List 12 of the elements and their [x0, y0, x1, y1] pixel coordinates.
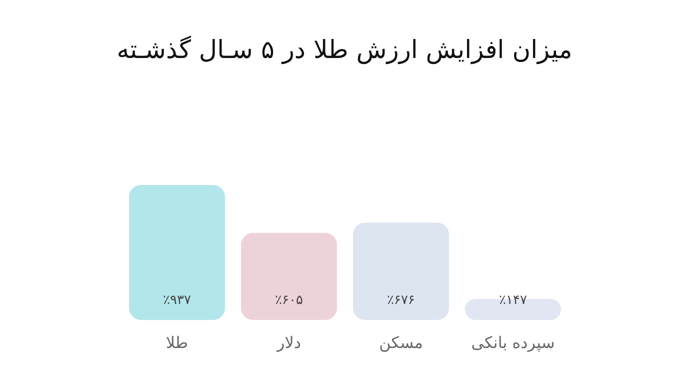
chart-title: میزان افزایش ارزش طلا در ۵ سـال گذشـته [116, 35, 572, 65]
x-tick-label: سپرده بانکی [471, 333, 555, 352]
data-label: ٪۹۳۷ [163, 293, 191, 308]
data-label: ٪۶۷۶ [387, 293, 415, 308]
x-tick-label: طلا [166, 333, 188, 352]
bar [353, 222, 449, 320]
data-label: ٪۶۰۵ [275, 293, 303, 308]
data-label: ٪۱۴۷ [499, 293, 527, 308]
x-tick-label: دلار [276, 333, 301, 352]
bar [129, 185, 225, 320]
bar [241, 232, 337, 320]
x-tick-label: مسکن [379, 333, 423, 352]
